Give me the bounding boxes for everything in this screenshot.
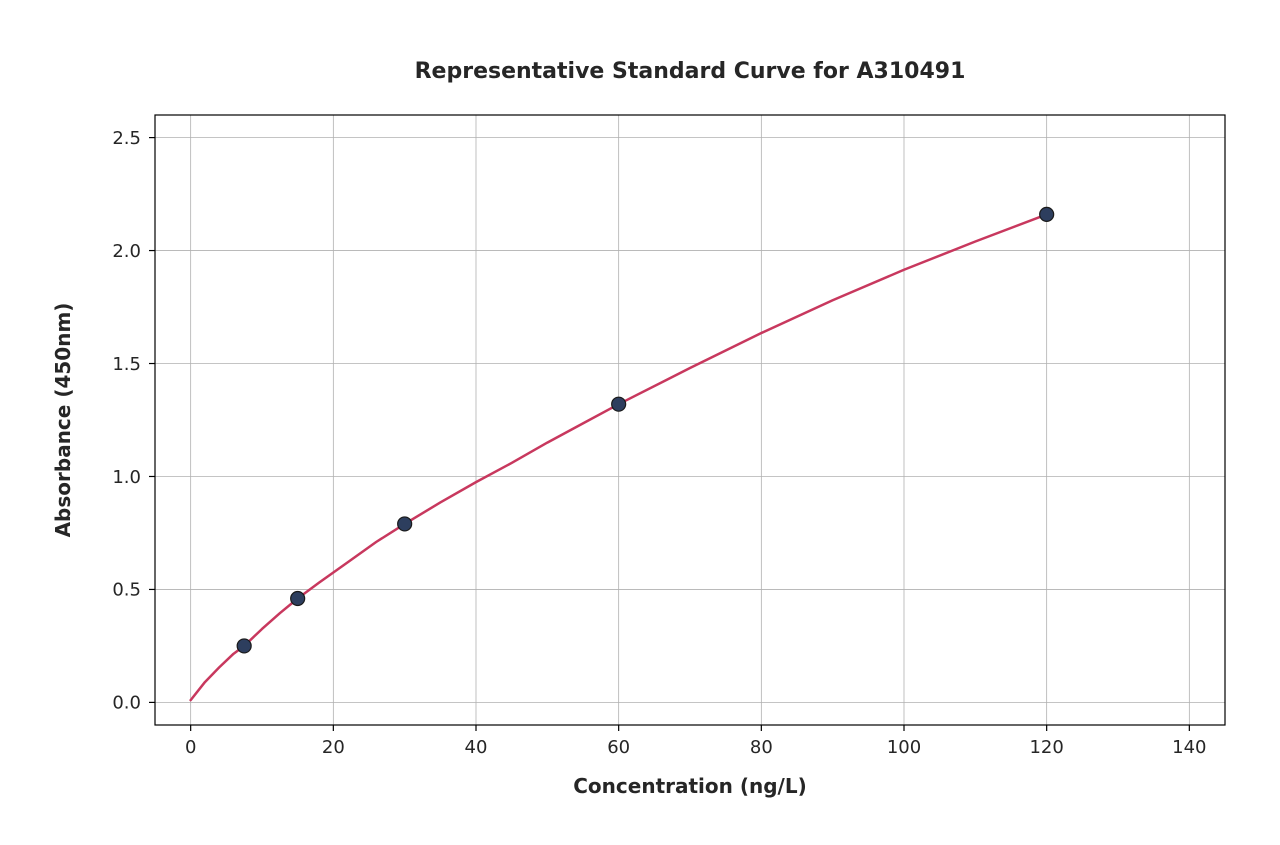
y-tick-label: 1.5: [112, 354, 141, 375]
x-tick-label: 80: [750, 737, 773, 758]
y-tick-label: 1.0: [112, 467, 141, 488]
data-point: [612, 397, 626, 411]
y-tick-label: 2.5: [112, 128, 141, 149]
x-tick-label: 100: [887, 737, 921, 758]
x-axis-label: Concentration (ng/L): [573, 774, 806, 798]
x-tick-label: 0: [185, 737, 196, 758]
data-point: [291, 591, 305, 605]
y-tick-label: 0.0: [112, 693, 141, 714]
data-point: [398, 517, 412, 531]
x-tick-label: 40: [465, 737, 488, 758]
x-tick-label: 20: [322, 737, 345, 758]
x-tick-label: 60: [607, 737, 630, 758]
y-tick-label: 0.5: [112, 580, 141, 601]
standard-curve-chart: 0 20 40 60 80 100 120 140 0.0 0.5 1.0 1.5 2.0 2.5 Conc…: [0, 0, 1280, 845]
chart-container: 0 20 40 60 80 100 120 140 0.0 0.5 1.0 1.5 2.0 2.5 Conc…: [0, 0, 1280, 845]
x-tick-label: 120: [1029, 737, 1063, 758]
chart-title: Representative Standard Curve for A31049…: [415, 59, 966, 84]
y-tick-label: 2.0: [112, 241, 141, 262]
data-point: [237, 639, 251, 653]
y-axis-label: Absorbance (450nm): [51, 303, 75, 538]
data-point: [1040, 207, 1054, 221]
x-tick-label: 140: [1172, 737, 1206, 758]
